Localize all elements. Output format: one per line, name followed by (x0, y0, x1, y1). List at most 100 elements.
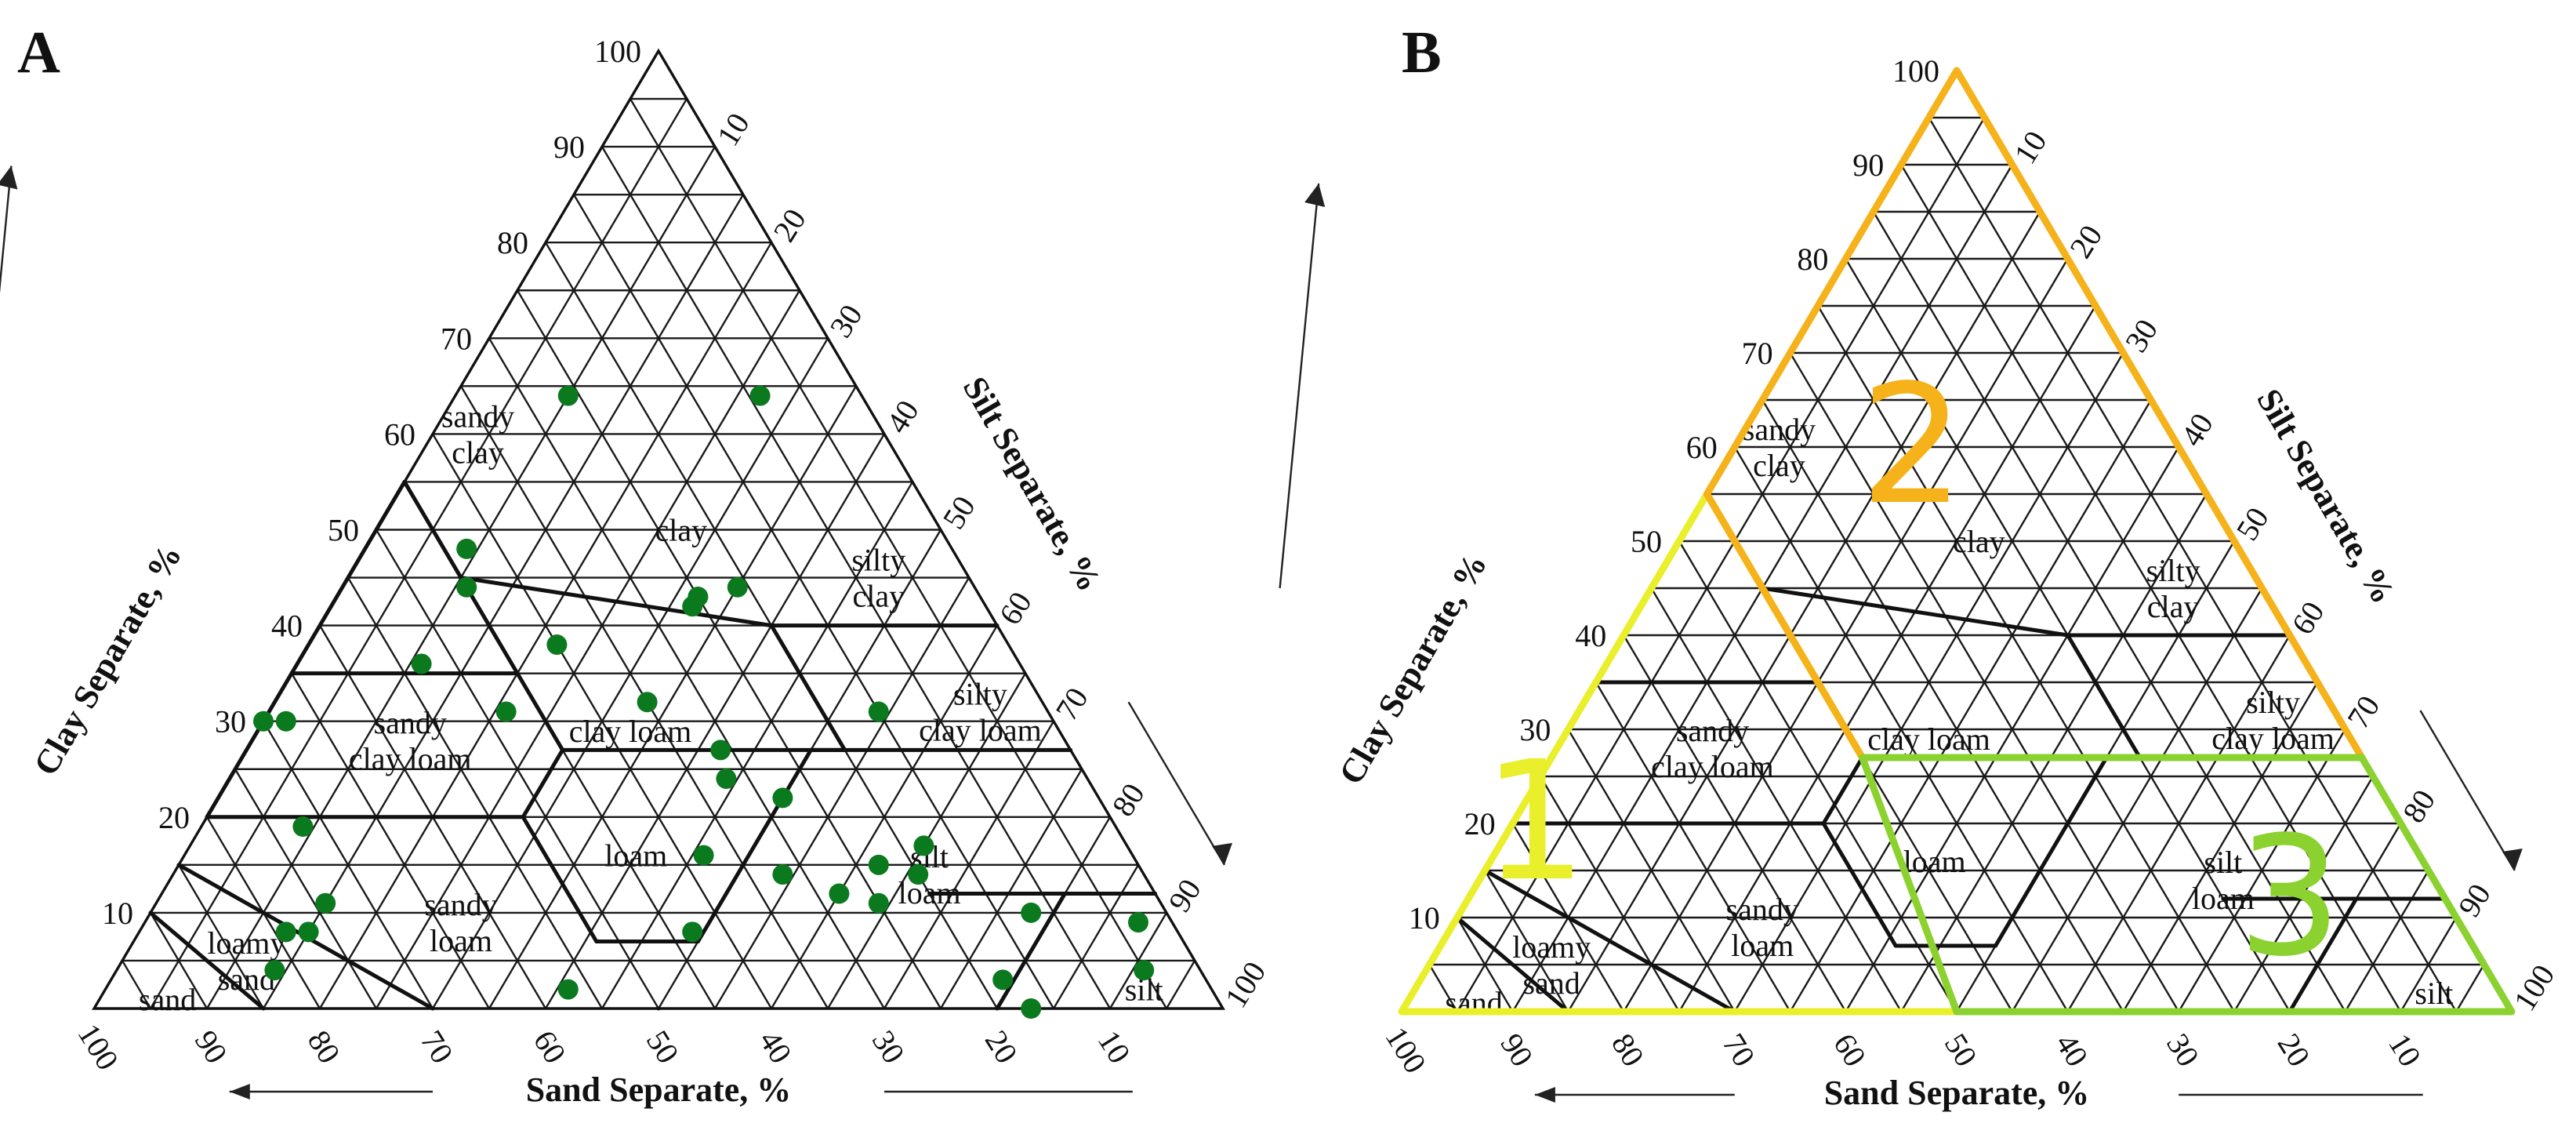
grid-line-silt (1678, 305, 2097, 1012)
tick-label-silt: 20 (766, 202, 812, 248)
grid-lines (121, 97, 1196, 1009)
grid-line-silt (2178, 729, 2346, 1012)
grid-line-silt (1165, 960, 1196, 1009)
region-label-loam: loam (1903, 844, 1966, 879)
grid-line-sand (1761, 399, 2124, 1012)
tick-label-silt: 90 (1161, 873, 1207, 918)
region-label-silt-loam: loam (898, 875, 961, 910)
tick-label-clay: 20 (1464, 806, 1496, 841)
zone-overlays: 1 2 3 (1398, 67, 2516, 1016)
sample-point (546, 634, 568, 656)
sample-point (772, 864, 793, 885)
silt-arrow-line (1127, 701, 1226, 866)
region-label-silt: silt (2415, 976, 2453, 1011)
axis-arrows (0, 165, 1232, 1099)
sand-axis-title: Sand Separate, % (526, 1070, 792, 1109)
class-boundary (1994, 755, 2109, 948)
class-boundary (459, 576, 774, 628)
tick-label-clay: 20 (158, 800, 190, 835)
tick-label-clay: 90 (1852, 147, 1884, 183)
class-boundary (521, 815, 599, 944)
panel-b-soil-texture-zones: B 10 20 30 40 50 60 70 80 90 100 10 20 30 40 50 60 70 80 90… (1279, 20, 2561, 1112)
tick-label-sand: 80 (301, 1024, 347, 1070)
sample-point (264, 960, 285, 981)
tick-label-silt: 10 (709, 107, 756, 152)
region-label-silty-clay: clay (852, 579, 905, 614)
tick-label-clay: 50 (1631, 524, 1662, 559)
region-label-sandy-clay-loam: clay loam (349, 741, 472, 776)
tick-label-sand: 40 (2048, 1027, 2095, 1073)
grid-line-sand (1678, 540, 1958, 1012)
region-label-sandy-clay-loam: clay loam (1651, 749, 1774, 784)
tick-label-sand: 70 (1716, 1027, 1762, 1073)
sample-point (1128, 912, 1148, 933)
sample-point (868, 854, 889, 875)
region-label-silty-clay: silty (851, 543, 905, 578)
grid-line-silt (2455, 964, 2485, 1012)
grid-line-sand (1428, 964, 1458, 1012)
grid-line-sand (1650, 587, 1903, 1012)
sample-points (253, 385, 1155, 1019)
class-boundary (2288, 896, 2359, 1014)
sand-arrow-icon (1534, 1087, 1555, 1103)
tick-label-sand: 40 (753, 1024, 799, 1070)
class-boundary (289, 479, 407, 676)
tick-label-clay: 60 (1686, 430, 1718, 465)
sand-arrow-icon (229, 1084, 250, 1099)
region-label-clay: clay (655, 513, 707, 548)
grid-line-silt (1567, 211, 2041, 1012)
sample-point (992, 969, 1014, 990)
grid-line-sand (1567, 729, 1736, 1012)
region-label-sandy-clay-loam: sandy (1676, 713, 1749, 748)
region-label-silty-clay-loam: silty (953, 676, 1007, 711)
clay-arrow-line (1279, 183, 1320, 589)
region-label-sandy-loam: sandy (1726, 892, 1799, 927)
class-boundary (1821, 821, 1898, 948)
region-label-sandy-clay: clay (452, 434, 504, 470)
region-label-clay: clay (1953, 524, 2005, 559)
sample-point (275, 711, 296, 732)
tick-label-clay: 80 (1797, 242, 1828, 277)
clay-axis-title: Clay Separate, % (26, 538, 189, 782)
class-boundary (695, 747, 813, 944)
grid-line-silt (149, 98, 688, 1009)
tick-label-sand: 60 (1827, 1027, 1873, 1073)
tick-label-sand: 60 (527, 1024, 573, 1070)
region-label-silty-clay: clay (2147, 589, 2200, 624)
grid-line-sand (1456, 917, 1514, 1012)
sample-point (253, 711, 274, 732)
grid-line-sand (290, 673, 491, 1009)
axis-arrows (1279, 183, 2523, 1103)
region-label-sandy-loam: sandy (424, 887, 497, 922)
tick-label-clay: 80 (497, 225, 528, 260)
grid-line-silt (2233, 776, 2375, 1012)
grid-line-silt (1789, 399, 2152, 1012)
sample-point (1021, 902, 1042, 923)
grid-line-sand (121, 960, 152, 1009)
class-boundary (1760, 586, 2070, 638)
tick-label-clay: 10 (102, 896, 133, 931)
class-boundary (515, 671, 565, 752)
region-label-sandy-clay: clay (1753, 448, 1805, 483)
region-label-sandy-loam: loam (1731, 928, 1794, 963)
region-label-sandy-clay: sandy (441, 398, 514, 434)
class-boundary (148, 910, 266, 1011)
grid-line-silt (1900, 493, 2208, 1012)
region-label-silty-clay-loam: clay loam (919, 712, 1042, 747)
class-boundary (521, 747, 565, 820)
grid-line-sand (516, 289, 942, 1009)
sample-point (1021, 998, 1042, 1019)
tick-label-sand: 10 (1091, 1024, 1137, 1070)
sample-point (693, 845, 714, 866)
grid-line-silt (939, 769, 1083, 1009)
sample-point (315, 892, 336, 914)
sample-point (913, 835, 934, 856)
grid-line-silt (883, 721, 1055, 1009)
tick-label-sand: 50 (1938, 1027, 1984, 1073)
region-label-clay-loam: clay loam (1867, 721, 1990, 757)
sample-point (908, 864, 929, 885)
tick-label-silt: 70 (1048, 681, 1094, 727)
tick-label-sand: 20 (978, 1024, 1025, 1070)
